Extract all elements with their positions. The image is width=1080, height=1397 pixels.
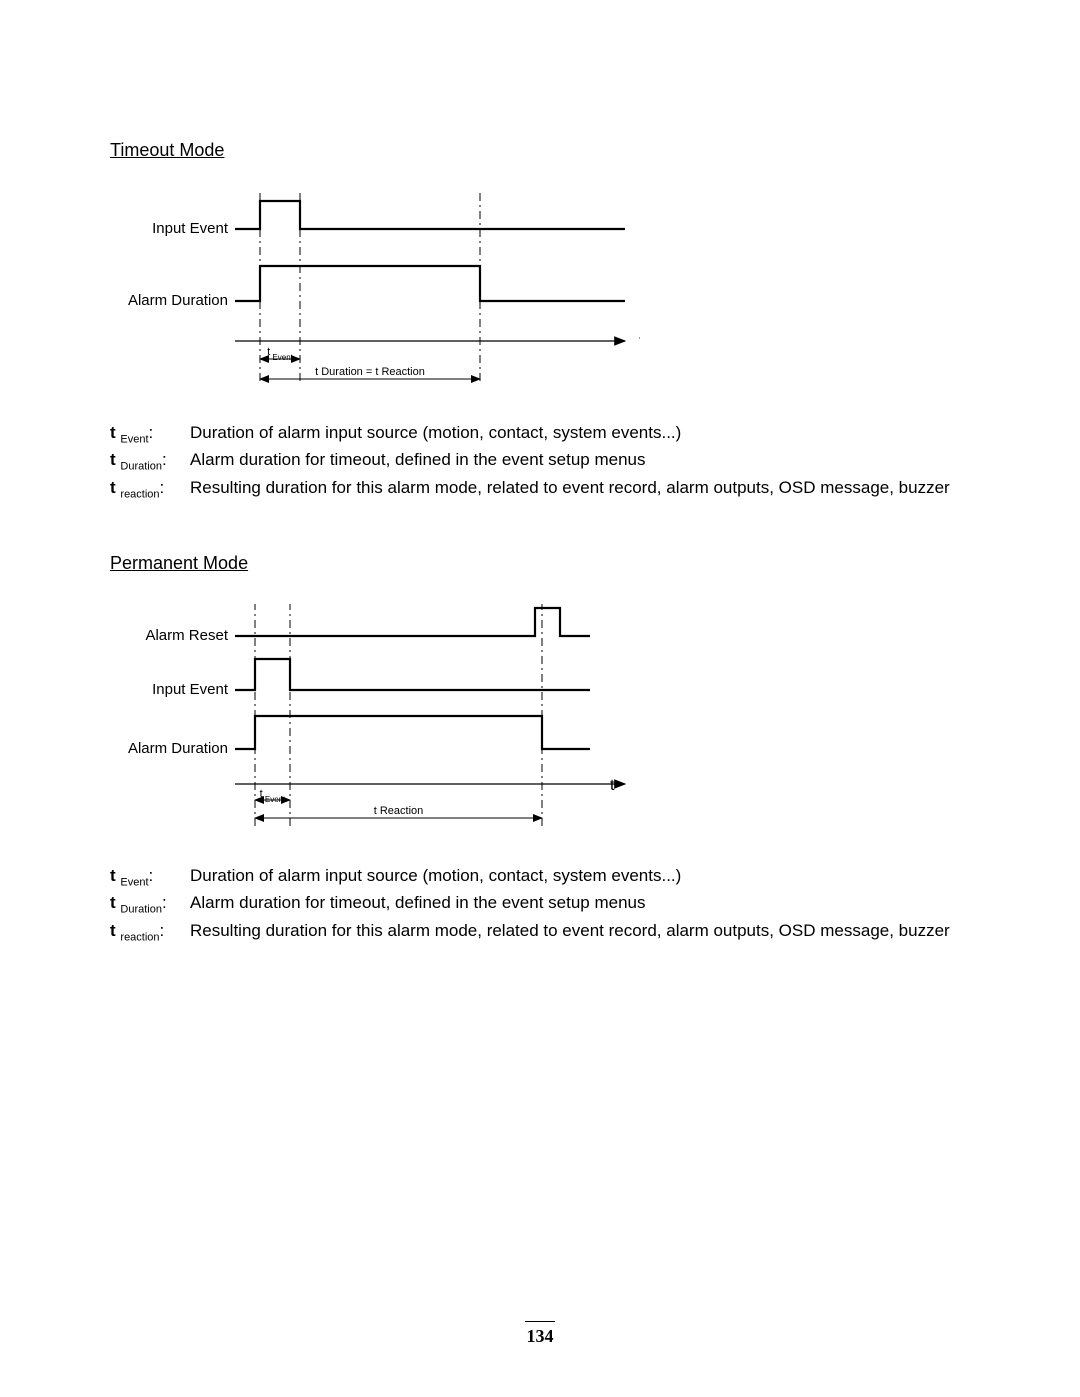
diagram-timeout: Input Event Alarm Duration t t Event t Durat… <box>120 191 640 401</box>
svg-text:Alarm Duration: Alarm Duration <box>128 740 228 757</box>
definition-label: t Duration: <box>110 891 190 918</box>
definition-label: t Duration: <box>110 448 190 475</box>
svg-text:t: t <box>610 777 615 794</box>
definition-text: Alarm duration for timeout, defined in t… <box>190 448 970 473</box>
svg-text:Alarm Reset: Alarm Reset <box>145 627 228 644</box>
definition-label: t reaction: <box>110 919 190 946</box>
svg-text:t Event: t Event <box>267 346 294 362</box>
svg-text:t: t <box>639 333 640 350</box>
svg-text:Input Event: Input Event <box>152 681 229 698</box>
definition-row: t Duration:Alarm duration for timeout, d… <box>110 891 970 918</box>
definition-text: Duration of alarm input source (motion, … <box>190 421 970 446</box>
svg-text:t Event: t Event <box>260 788 287 804</box>
definition-label: t Event: <box>110 421 190 448</box>
definition-row: t reaction:Resulting duration for this a… <box>110 919 970 946</box>
definition-text: Alarm duration for timeout, defined in t… <box>190 891 970 916</box>
definition-row: t reaction:Resulting duration for this a… <box>110 476 970 503</box>
definition-row: t Duration:Alarm duration for timeout, d… <box>110 448 970 475</box>
svg-text:Input Event: Input Event <box>152 220 229 237</box>
definition-text: Resulting duration for this alarm mode, … <box>190 476 970 501</box>
svg-text:t Reaction: t Reaction <box>374 805 424 817</box>
definitions-timeout: t Event:Duration of alarm input source (… <box>110 421 970 503</box>
diagram-permanent: Alarm Reset Input Event Alarm Duration t t E… <box>120 604 640 844</box>
definition-label: t Event: <box>110 864 190 891</box>
section-title-timeout: Timeout Mode <box>110 140 970 161</box>
definitions-permanent: t Event:Duration of alarm input source (… <box>110 864 970 946</box>
definition-text: Duration of alarm input source (motion, … <box>190 864 970 889</box>
svg-text:t Duration = t Reaction: t Duration = t Reaction <box>315 366 425 378</box>
definition-row: t Event:Duration of alarm input source (… <box>110 864 970 891</box>
page: Timeout Mode Input Event Alarm Duration t t… <box>0 0 1080 1397</box>
section-title-permanent: Permanent Mode <box>110 553 970 574</box>
definition-text: Resulting duration for this alarm mode, … <box>190 919 970 944</box>
page-number: 134 <box>0 1321 1080 1347</box>
definition-label: t reaction: <box>110 476 190 503</box>
svg-text:Alarm Duration: Alarm Duration <box>128 292 228 309</box>
definition-row: t Event:Duration of alarm input source (… <box>110 421 970 448</box>
